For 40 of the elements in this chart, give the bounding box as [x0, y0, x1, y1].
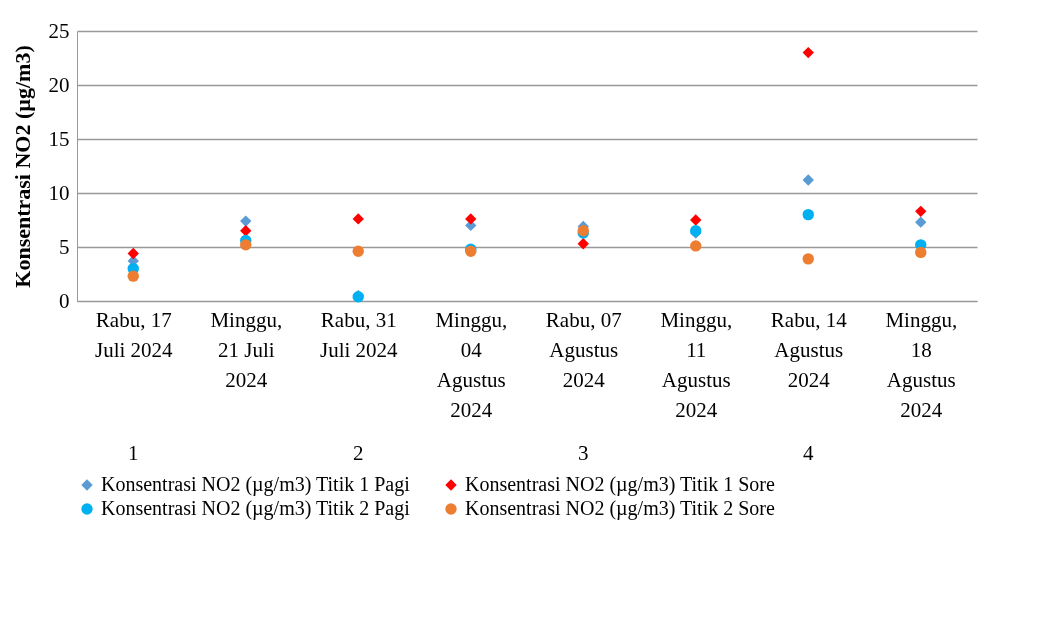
- legend-label: Konsentrasi NO2 (µg/m3) Titik 1 Pagi: [101, 473, 411, 496]
- point: [690, 214, 702, 226]
- x-tick-label: Minggu, 11 Agustus 2024: [660, 307, 733, 422]
- y-tick-label: 0: [59, 288, 70, 313]
- point: [802, 46, 814, 59]
- x-tick-label: Rabu, 14 Agustus 2024: [770, 307, 848, 392]
- point: [240, 215, 252, 227]
- point: [577, 238, 589, 250]
- point: [240, 239, 252, 251]
- point: [127, 247, 139, 260]
- point: [915, 216, 927, 228]
- point: [352, 213, 364, 225]
- legend-label: Konsentrasi NO2 (µg/m3) Titik 2 Pagi: [101, 497, 411, 520]
- legend-label: Konsentrasi NO2 (µg/m3) Titik 1 Sore: [465, 473, 775, 496]
- point: [802, 174, 814, 186]
- y-tick-label: 5: [59, 234, 70, 259]
- legend-label: Konsentrasi NO2 (µg/m3) Titik 2 Sore: [465, 497, 775, 520]
- point: [352, 245, 364, 258]
- x-tick-label: Minggu, 04 Agustus 2024: [435, 307, 508, 422]
- x-tick-label: Rabu, 07 Agustus 2024: [545, 307, 622, 392]
- point: [915, 205, 927, 218]
- point: [465, 213, 477, 225]
- y-tick-label: 10: [48, 180, 70, 205]
- x-tick-label: Minggu, 21 Juli 2024: [210, 307, 283, 392]
- x-tick-label: Minggu, 18 Agustus 2024: [885, 307, 958, 422]
- text: 2: [353, 441, 364, 465]
- text: 1: [128, 441, 139, 465]
- x-tick-label: Rabu, 17 Juli 2024: [94, 307, 174, 362]
- point: [802, 253, 814, 265]
- point: [915, 246, 927, 259]
- y-tick-label: 15: [48, 126, 70, 151]
- text: 3: [578, 441, 589, 465]
- y-tick-label: 20: [48, 72, 70, 97]
- y-tick-label: 25: [48, 18, 70, 43]
- x-tick-label: Rabu, 31 Juli 2024: [319, 307, 399, 362]
- point: [127, 270, 139, 282]
- point: [690, 240, 702, 252]
- y-axis-title: Konsentrasi NO2 (µg/m3): [9, 45, 35, 288]
- point: [802, 208, 814, 221]
- text: 4: [803, 441, 814, 465]
